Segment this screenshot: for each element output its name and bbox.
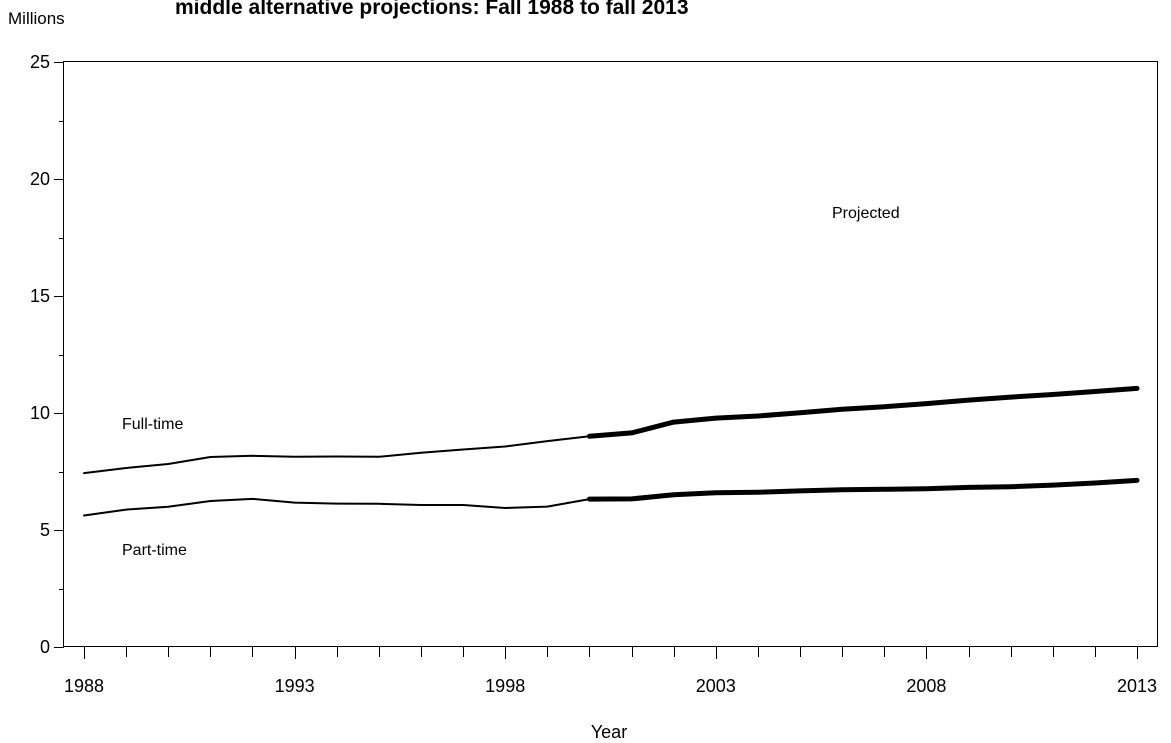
chart-title: middle alternative projections: Fall 198…: [175, 0, 689, 19]
x-axis: 1988 1993 1998 2003 2008 2013: [64, 647, 1157, 696]
projected-annotation: Projected: [832, 205, 900, 222]
part-time-series-label: Part-time: [122, 542, 187, 559]
y-axis-label: Millions: [8, 9, 65, 28]
x-tick-label: 1988: [64, 676, 104, 696]
part-time-actual-line: [83, 497, 591, 517]
y-tick-label: 25: [30, 52, 50, 72]
x-tick-label: 2008: [906, 676, 946, 696]
y-tick-label: 15: [30, 286, 50, 306]
series-labels: Full-time Part-time: [122, 416, 187, 559]
y-tick-label: 5: [40, 520, 50, 540]
x-tick-label: 2013: [1117, 676, 1157, 696]
y-tick-label: 0: [40, 637, 50, 657]
y-tick-label: 20: [30, 169, 50, 189]
x-tick-label: 1998: [485, 676, 525, 696]
full-time-projected-line: [586, 385, 1140, 439]
y-axis: 0 5 10 15 20 25: [30, 52, 64, 657]
series-layer: [83, 385, 1140, 517]
full-time-series-label: Full-time: [122, 416, 183, 433]
plot-frame: [63, 61, 1158, 647]
y-tick-label: 10: [30, 403, 50, 423]
full-time-actual-line: [83, 435, 591, 475]
x-tick-label: 2003: [696, 676, 736, 696]
x-tick-label: 1993: [275, 676, 315, 696]
x-axis-label: Year: [591, 722, 627, 742]
part-time-projected-line: [586, 477, 1140, 502]
